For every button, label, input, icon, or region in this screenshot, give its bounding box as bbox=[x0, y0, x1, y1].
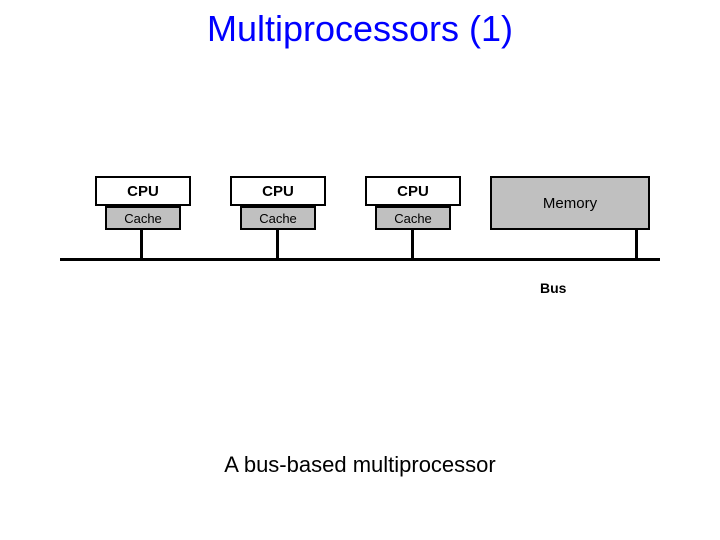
caption: A bus-based multiprocessor bbox=[0, 452, 720, 478]
cpu-box-2: CPU bbox=[230, 176, 326, 206]
cpu-label-3: CPU bbox=[397, 183, 429, 200]
memory-label: Memory bbox=[543, 195, 597, 212]
bus-drop-2 bbox=[276, 230, 279, 260]
cache-box-1: Cache bbox=[105, 206, 181, 230]
cpu-label-2: CPU bbox=[262, 183, 294, 200]
cpu-box-3: CPU bbox=[365, 176, 461, 206]
bus-drop-4 bbox=[635, 230, 638, 260]
cache-label-3: Cache bbox=[394, 211, 432, 226]
bus-horizontal bbox=[60, 258, 660, 261]
memory-box: Memory bbox=[490, 176, 650, 230]
bus-drop-1 bbox=[140, 230, 143, 260]
bus-drop-3 bbox=[411, 230, 414, 260]
cache-box-2: Cache bbox=[240, 206, 316, 230]
cpu-label-1: CPU bbox=[127, 183, 159, 200]
cache-label-2: Cache bbox=[259, 211, 297, 226]
cpu-box-1: CPU bbox=[95, 176, 191, 206]
cache-label-1: Cache bbox=[124, 211, 162, 226]
cache-box-3: Cache bbox=[375, 206, 451, 230]
bus-label: Bus bbox=[540, 280, 566, 296]
